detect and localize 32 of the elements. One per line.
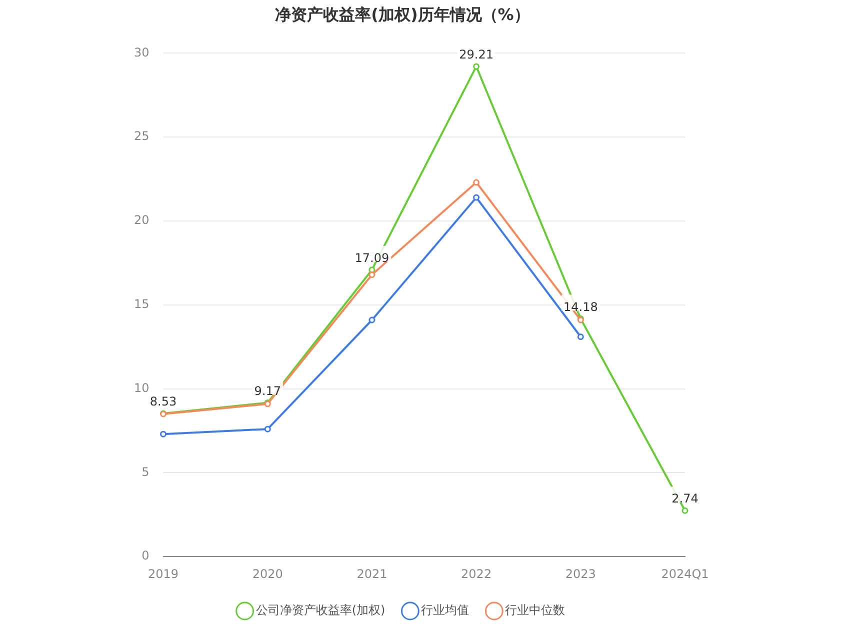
y-tick-label: 30: [134, 45, 150, 60]
point: [682, 507, 688, 514]
point: [160, 430, 167, 438]
point: [368, 271, 376, 278]
x-tick-label: 2022: [461, 566, 492, 581]
y-tick-label: 15: [134, 297, 150, 312]
data-label: 14.18: [563, 300, 598, 314]
data-label: 17.09: [354, 250, 390, 265]
point: [368, 316, 376, 324]
y-tick-label: 20: [134, 213, 150, 228]
legend-label: 行业均值: [421, 603, 470, 618]
data-label: 8.53: [150, 394, 177, 409]
data-label: 29.21: [459, 48, 494, 62]
legend-label: 行业中位数: [505, 603, 566, 618]
x-tick-label: 2019: [148, 566, 179, 581]
point: [264, 426, 271, 432]
y-tick-label: 25: [134, 129, 150, 144]
x-tick-label: 2020: [252, 566, 283, 581]
point: [473, 194, 480, 201]
data-label: 2.74: [672, 492, 698, 506]
y-tick-label: 5: [142, 464, 150, 479]
x-tick-label: 2023: [565, 566, 596, 581]
y-tick-label: 10: [134, 380, 150, 395]
data-label: 9.17: [254, 384, 281, 398]
point: [577, 334, 584, 340]
point: [473, 63, 480, 70]
point: [473, 179, 480, 186]
chart-title: 净资产收益率(加权)历年情况（%）: [275, 4, 530, 24]
legend-label: 公司净资产收益率(加权): [256, 603, 386, 618]
x-tick-label: 2021: [356, 566, 388, 581]
y-tick-label: 0: [142, 548, 150, 563]
x-tick-label: 2024Q1: [661, 566, 709, 581]
